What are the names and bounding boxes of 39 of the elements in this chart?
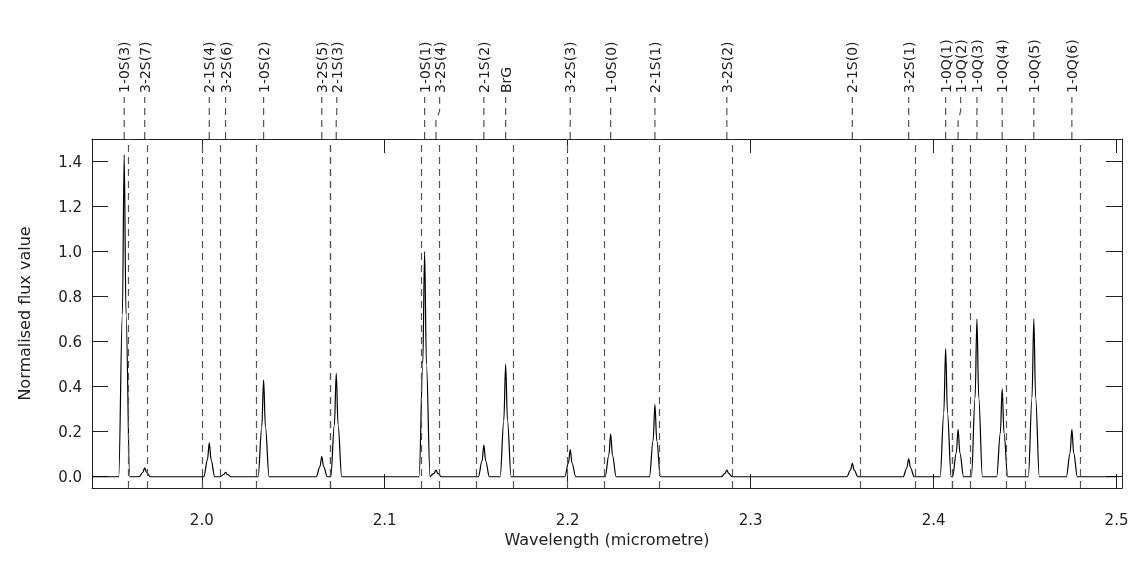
x-axis-title: Wavelength (micrometre) xyxy=(504,530,710,550)
ref-line-label: 3-2S(1) xyxy=(900,41,917,93)
ref-line-label: 2-1S(2) xyxy=(475,41,492,93)
ref-line-label: BrG xyxy=(497,66,514,93)
x-tick-label: 2.5 xyxy=(1104,510,1129,529)
ref-line-label: 3-2S(7) xyxy=(136,41,153,93)
ref-line-label: 2-1S(3) xyxy=(328,41,345,93)
ref-line-label: 1-0S(2) xyxy=(255,41,272,93)
ref-line-label: 2-1S(0) xyxy=(844,41,861,93)
ref-line-label: 1-0Q(4) xyxy=(994,39,1011,93)
ref-line-label: 2-1S(1) xyxy=(646,41,663,93)
x-tick-label: 2.2 xyxy=(555,510,580,529)
ref-line-label: 1-0S(0) xyxy=(602,41,619,93)
y-tick-label: 0.8 xyxy=(58,287,82,306)
ref-line-label: 1-0Q(1) xyxy=(937,39,954,93)
x-tick-label: 2.3 xyxy=(738,510,763,529)
ref-line-label: 3-2S(6) xyxy=(217,41,234,93)
ref-line-label: 2-1S(4) xyxy=(201,41,218,93)
x-tick-label: 2.1 xyxy=(372,510,397,529)
x-tick-label: 2.0 xyxy=(189,510,214,529)
ref-line-label: 1-0Q(6) xyxy=(1063,39,1080,93)
y-tick-label: 1.4 xyxy=(58,152,82,171)
ref-line-label: 1-0Q(5) xyxy=(1025,39,1042,93)
y-tick-label: 0.4 xyxy=(58,377,82,396)
y-axis-title: Normalised flux value xyxy=(14,226,34,401)
y-tick-label: 1.0 xyxy=(58,242,82,261)
x-tick-label: 2.4 xyxy=(921,510,946,529)
y-tick-label: 1.2 xyxy=(58,197,82,216)
y-tick-label: 0.0 xyxy=(58,467,82,486)
ref-line-label: 1-0S(1) xyxy=(416,41,433,93)
ref-line-label: 3-2S(4) xyxy=(431,41,448,93)
ref-line-label: 1-0Q(2) xyxy=(952,39,969,93)
ref-line-label: 3-2S(5) xyxy=(313,41,330,93)
ref-line-label: 3-2S(3) xyxy=(562,41,579,93)
y-tick-label: 0.2 xyxy=(58,422,82,441)
ref-line-label: 1-0Q(3) xyxy=(968,39,985,93)
y-tick-label: 0.6 xyxy=(58,332,82,351)
ref-line-label: 1-0S(3) xyxy=(116,41,133,93)
ref-line-label: 3-2S(2) xyxy=(718,41,735,93)
